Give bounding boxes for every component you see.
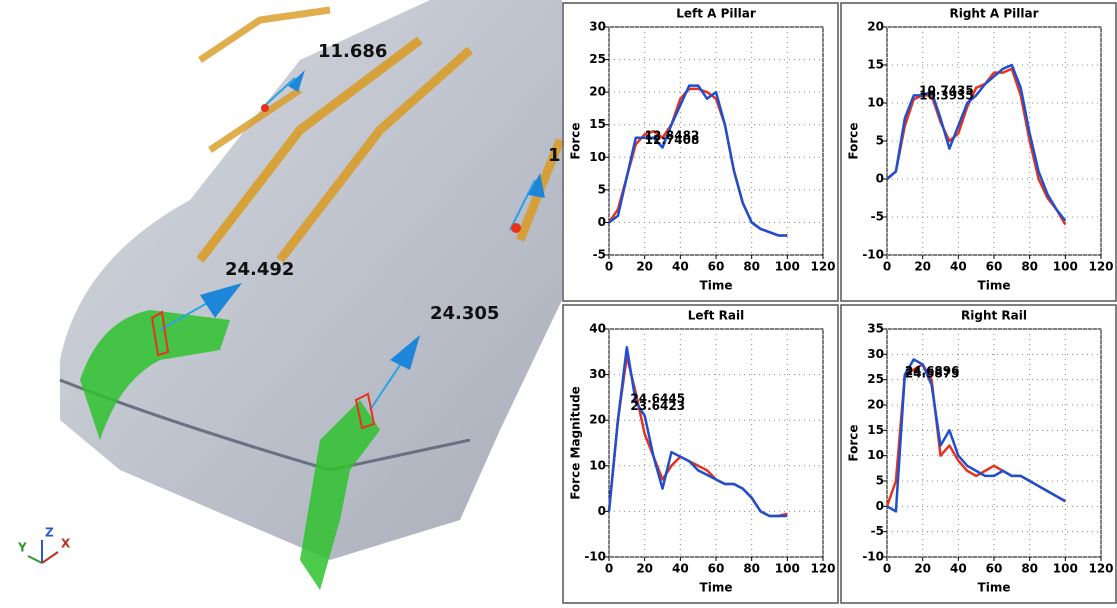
- measure-label: 1: [548, 145, 561, 166]
- y-tick-label: 5: [876, 134, 884, 148]
- x-tick-label: 40: [672, 260, 689, 274]
- value-annotation: 24.5875: [905, 367, 960, 381]
- y-tick-label: 20: [589, 413, 606, 427]
- plot-area: [609, 27, 823, 255]
- y-tick-label: 20: [589, 85, 606, 99]
- value-annotation: 23.6423: [630, 399, 685, 413]
- x-axis-label: Time: [700, 279, 733, 293]
- y-tick-label: 20: [867, 20, 884, 34]
- y-axis-label: Force: [847, 424, 861, 461]
- x-tick-label: 80: [743, 260, 760, 274]
- x-tick-label: 100: [775, 260, 800, 274]
- x-tick-label: 40: [950, 562, 967, 576]
- y-tick-label: -5: [871, 524, 884, 538]
- x-tick-label: 60: [708, 562, 725, 576]
- plot-area: [887, 27, 1101, 255]
- chart-title: Left A Pillar: [676, 7, 756, 21]
- y-tick-label: 30: [589, 367, 606, 381]
- y-tick-label: 5: [876, 474, 884, 488]
- x-tick-label: 100: [775, 562, 800, 576]
- y-tick-label: -5: [593, 248, 606, 262]
- page: 11.686 24.492 24.305 1 Y Z X Left A Pill…: [0, 0, 1117, 604]
- x-tick-label: 0: [605, 260, 613, 274]
- y-tick-label: -10: [862, 248, 884, 262]
- x-tick-label: 80: [1021, 562, 1038, 576]
- y-tick-label: 10: [589, 150, 606, 164]
- y-tick-label: 15: [589, 117, 606, 131]
- x-tick-label: 120: [1088, 260, 1113, 274]
- y-tick-label: 5: [598, 182, 606, 196]
- y-tick-label: 30: [867, 347, 884, 361]
- x-tick-label: 20: [636, 562, 653, 576]
- y-tick-label: 0: [598, 504, 606, 518]
- x-axis-label: Time: [700, 581, 733, 595]
- x-tick-label: 100: [1053, 260, 1078, 274]
- x-tick-label: 60: [986, 260, 1003, 274]
- y-tick-label: 0: [598, 215, 606, 229]
- y-tick-label: 10: [589, 458, 606, 472]
- x-tick-label: 120: [1088, 562, 1113, 576]
- x-tick-label: 60: [708, 260, 725, 274]
- y-tick-label: -5: [871, 210, 884, 224]
- x-tick-label: 20: [914, 562, 931, 576]
- y-tick-label: 15: [867, 423, 884, 437]
- x-tick-label: 120: [810, 260, 835, 274]
- y-tick-label: 35: [867, 322, 884, 336]
- x-tick-label: 0: [883, 260, 891, 274]
- y-tick-label: 0: [876, 172, 884, 186]
- viewport-3d: 11.686 24.492 24.305 1 Y Z X: [0, 0, 562, 604]
- triad-label: Z: [45, 526, 54, 540]
- x-tick-label: 0: [605, 562, 613, 576]
- y-tick-label: 15: [867, 58, 884, 72]
- y-tick-label: 25: [589, 52, 606, 66]
- y-tick-label: 30: [589, 20, 606, 34]
- y-tick-label: 10: [867, 448, 884, 462]
- measure-label: 11.686: [318, 41, 387, 62]
- x-tick-label: 40: [672, 562, 689, 576]
- y-tick-label: 0: [876, 499, 884, 513]
- x-tick-label: 100: [1053, 562, 1078, 576]
- chart-title: Right Rail: [961, 309, 1027, 323]
- app: 11.686 24.492 24.305 1 Y Z X Left A Pill…: [0, 0, 1117, 604]
- x-tick-label: 60: [986, 562, 1003, 576]
- y-tick-label: -10: [584, 550, 606, 564]
- x-tick-label: 20: [636, 260, 653, 274]
- x-tick-label: 20: [914, 260, 931, 274]
- x-tick-label: 80: [743, 562, 760, 576]
- y-axis-label: Force Magnitude: [569, 386, 583, 500]
- x-tick-label: 120: [810, 562, 835, 576]
- triad-label: X: [61, 537, 71, 551]
- chart-panel: Right Rail Time Force 0 20 40 60 80 100 120 -10 -5 0…: [841, 305, 1116, 603]
- y-axis-label: Force: [847, 122, 861, 159]
- x-tick-label: 0: [883, 562, 891, 576]
- measure-label: 24.492: [225, 259, 294, 280]
- y-tick-label: -10: [862, 550, 884, 564]
- x-tick-label: 40: [950, 260, 967, 274]
- chart-title: Right A Pillar: [949, 7, 1038, 21]
- measure-label: 24.305: [430, 303, 499, 324]
- x-axis-label: Time: [978, 279, 1011, 293]
- y-axis-label: Force: [569, 122, 583, 159]
- triad-label: Y: [17, 541, 27, 555]
- x-tick-label: 80: [1021, 260, 1038, 274]
- y-tick-label: 40: [589, 322, 606, 336]
- chart-title: Left Rail: [688, 309, 744, 323]
- y-tick-label: 10: [867, 96, 884, 110]
- plot-area: [609, 329, 823, 557]
- value-annotation: 12.7408: [645, 133, 700, 147]
- x-axis-label: Time: [978, 581, 1011, 595]
- value-annotation: 10.3935: [919, 89, 974, 103]
- y-tick-label: 25: [867, 372, 884, 386]
- y-tick-label: 20: [867, 398, 884, 412]
